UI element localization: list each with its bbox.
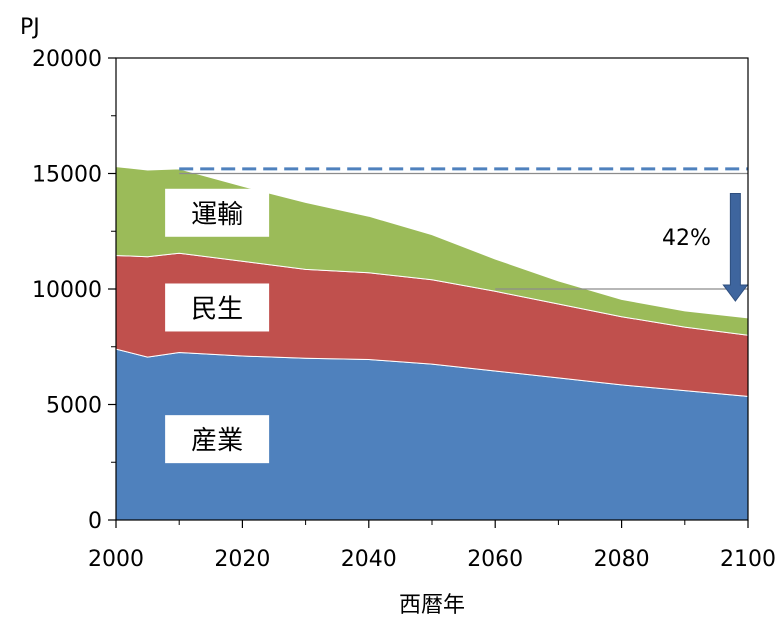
x-tick-label-3: 2060 — [467, 547, 523, 572]
reference-lines — [179, 167, 749, 302]
series-label-box-1 — [165, 415, 270, 464]
y-tick-label-4: 20000 — [32, 47, 102, 72]
axes: 0 5000 10000 15000 20000 2000 2020 2040 2060 2080… — [32, 47, 776, 572]
x-axis-title: 西暦年 — [399, 593, 465, 618]
y-tick-label-2: 10000 — [32, 278, 102, 303]
stacked-areas — [115, 166, 749, 521]
x-tick-label-2: 2040 — [341, 547, 397, 572]
series-label-1: 産業 — [191, 426, 243, 456]
x-tick-label-0: 2000 — [88, 547, 144, 572]
series-label-2: 民生 — [191, 294, 243, 324]
reduction-percent-label: 42% — [662, 226, 711, 251]
y-tick-label-3: 15000 — [32, 163, 102, 188]
reduction-arrow — [722, 193, 749, 302]
y-tick-label-0: 0 — [88, 509, 102, 534]
series-label-box-2 — [165, 283, 270, 332]
y-axis-title: PJ — [20, 15, 40, 40]
x-tick-label-5: 2100 — [720, 547, 776, 572]
series-label-box-3 — [165, 188, 270, 237]
x-tick-label-4: 2080 — [594, 547, 650, 572]
x-tick-label-1: 2020 — [214, 547, 270, 572]
series-label-3: 運輸 — [191, 200, 243, 230]
y-tick-label-1: 5000 — [46, 394, 102, 419]
